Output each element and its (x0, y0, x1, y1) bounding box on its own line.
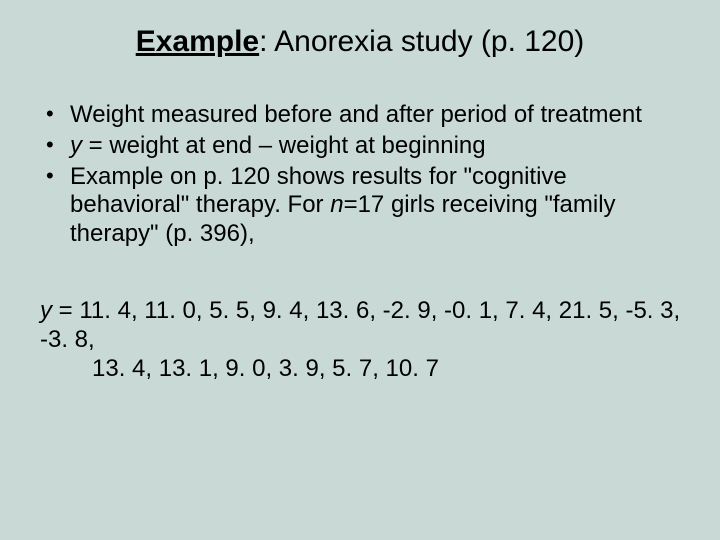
bullet-2-rest: = weight at end – weight at beginning (82, 132, 486, 159)
bullet-list: Weight measured before and after period … (40, 101, 690, 249)
bullet-1-text: Weight measured before and after period … (70, 101, 642, 128)
bullet-2: y = weight at end – weight at beginning (40, 132, 690, 161)
slide: Example: Anorexia study (p. 120) Weight … (0, 0, 720, 540)
data-y: y (40, 297, 52, 324)
data-line1: = 11. 4, 11. 0, 5. 5, 9. 4, 13. 6, -2. 9… (40, 297, 680, 353)
data-line2: 13. 4, 13. 1, 9. 0, 3. 9, 5. 7, 10. 7 (40, 355, 690, 384)
title-suffix: : Anorexia study (p. 120) (259, 25, 584, 58)
bullet-2-y: y (70, 132, 82, 159)
data-block: y = 11. 4, 11. 0, 5. 5, 9. 4, 13. 6, -2.… (40, 297, 690, 383)
bullet-3-n: n (330, 191, 343, 218)
title-prefix: Example (136, 25, 259, 58)
slide-title: Example: Anorexia study (p. 120) (30, 25, 690, 59)
bullet-1: Weight measured before and after period … (40, 101, 690, 130)
bullet-3: Example on p. 120 shows results for "cog… (40, 163, 690, 249)
